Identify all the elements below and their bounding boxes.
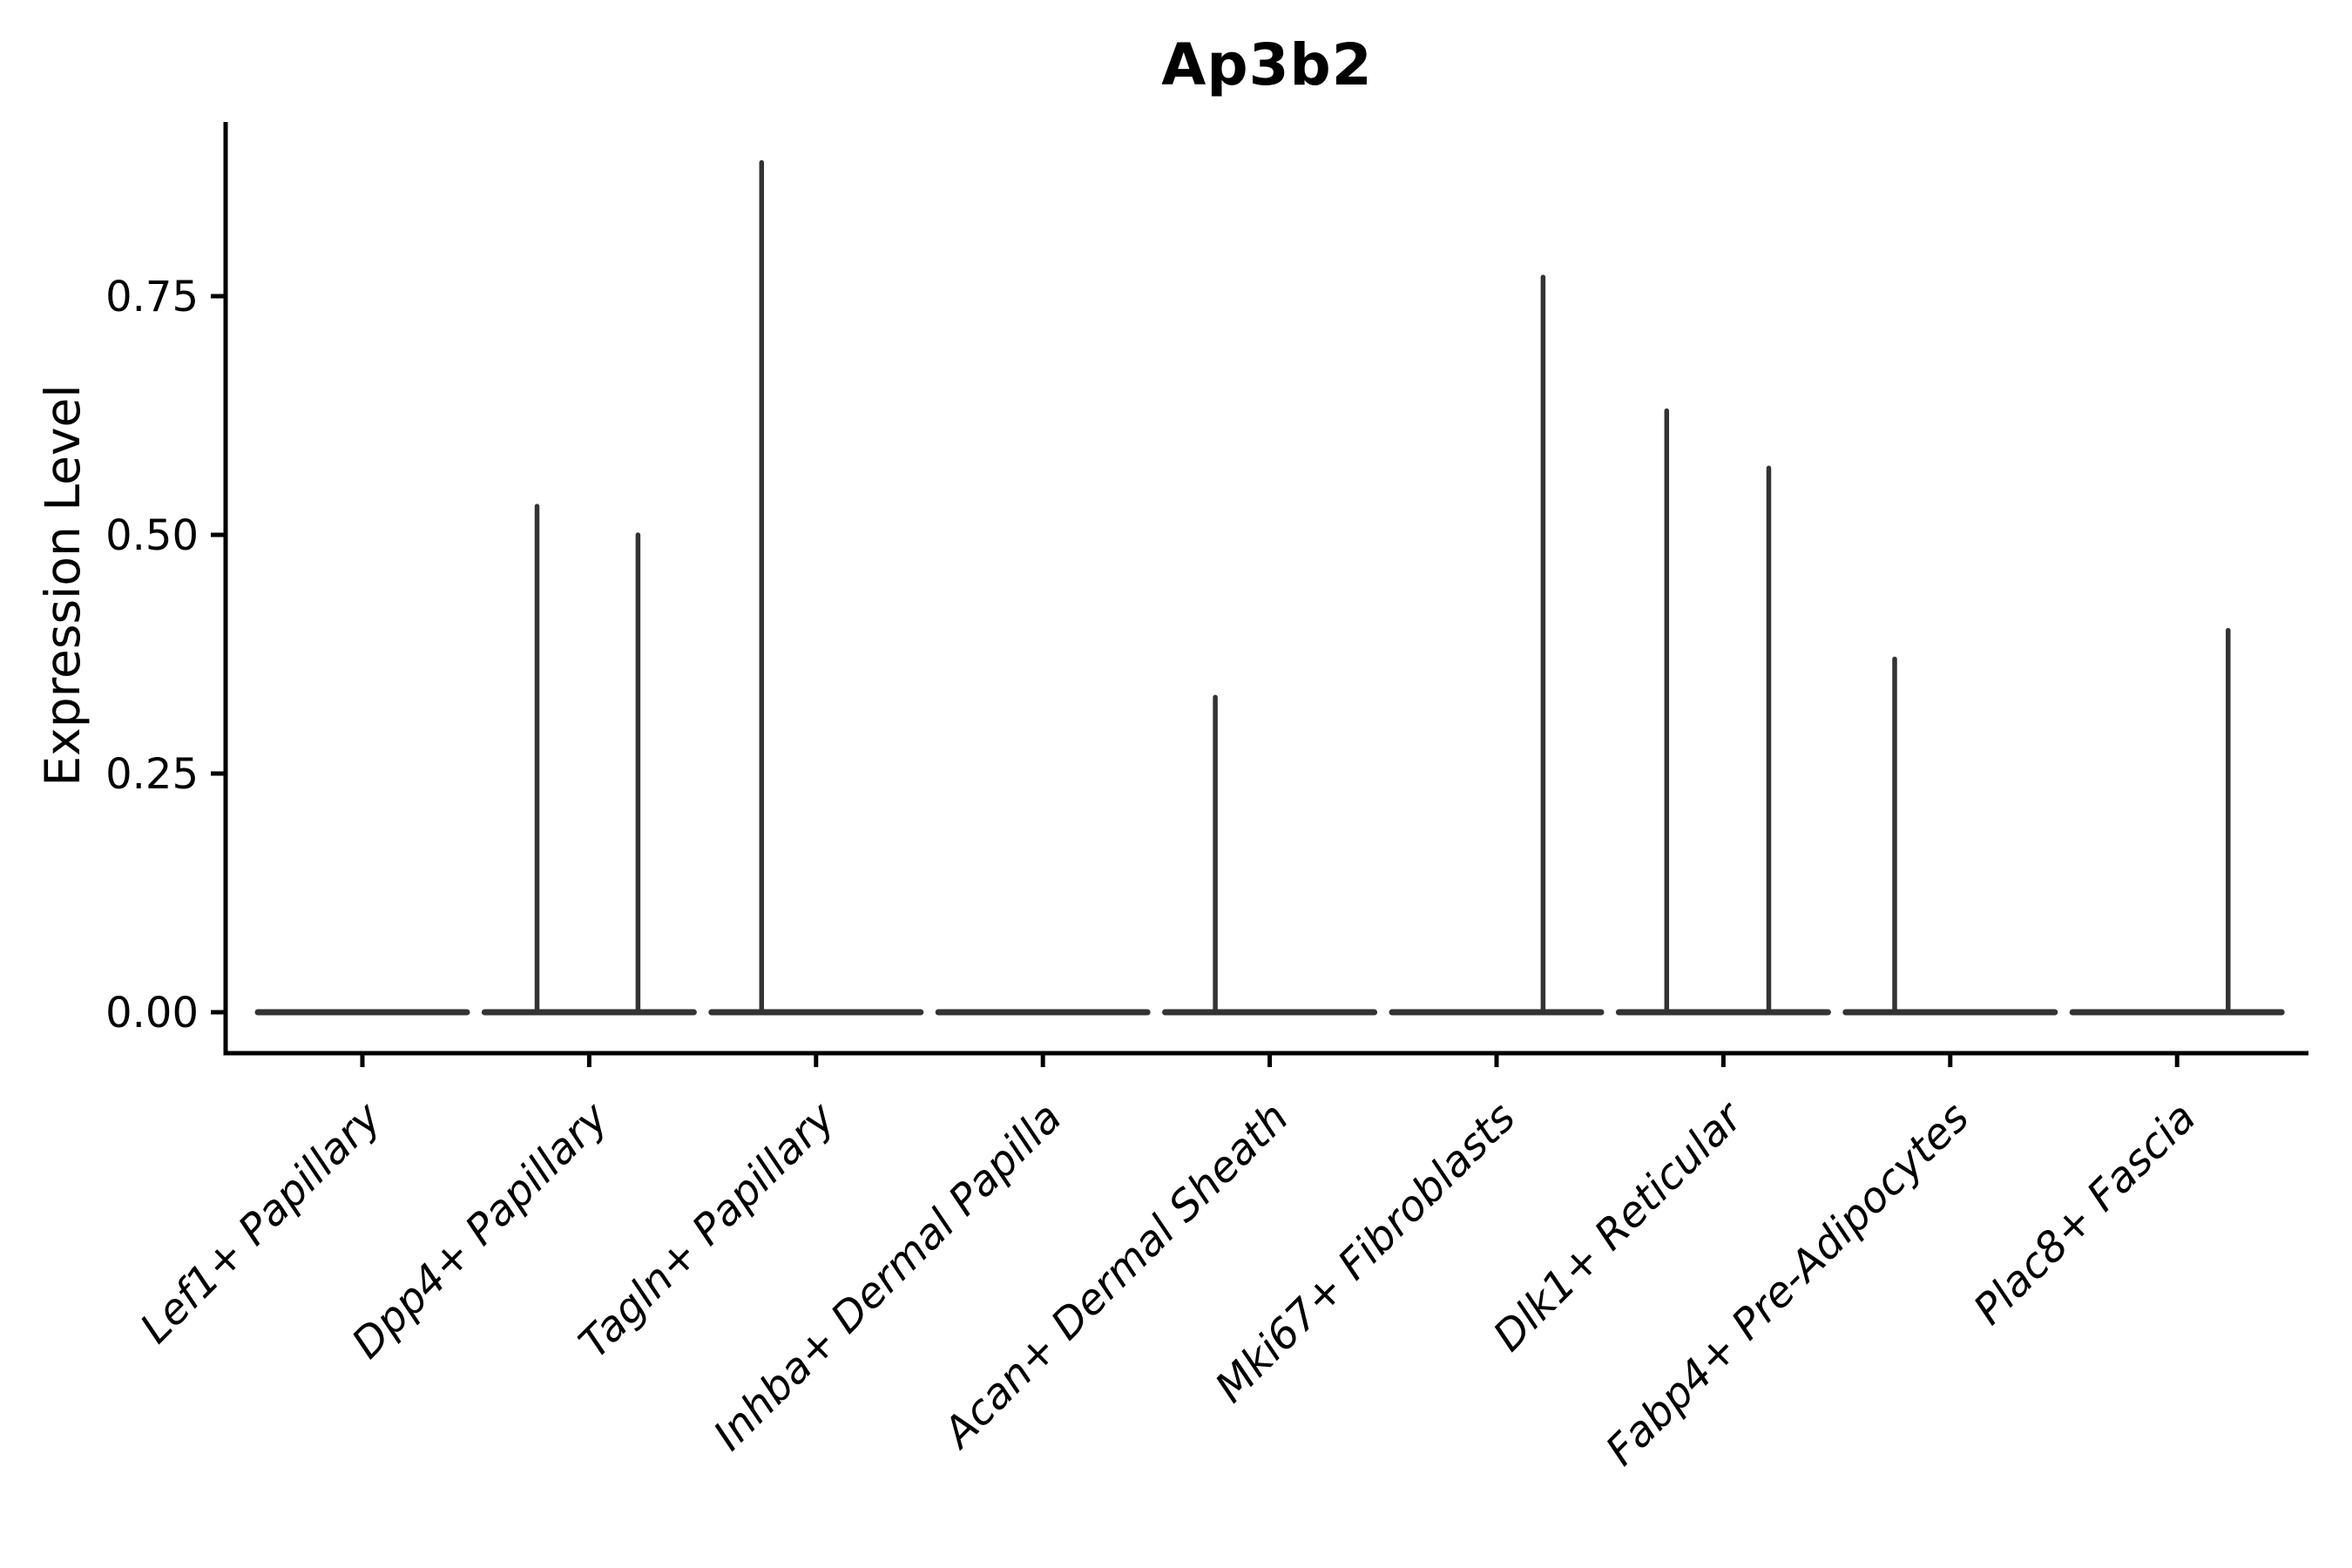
x-tick-label: Fabp4+ Pre-Adipocytes (1597, 1093, 1979, 1476)
x-tick-label: Dlk1+ Reticular (1484, 1092, 1754, 1362)
x-tick-label: Lef1+ Papillary (131, 1092, 391, 1353)
chart-title: Ap3b2 (1161, 31, 1373, 98)
y-tick-label: 0.25 (105, 750, 199, 799)
x-tick-label: Plac8+ Fascia (1964, 1093, 2206, 1335)
y-tick-label: 0.50 (105, 511, 199, 560)
y-tick-label: 0.00 (105, 989, 199, 1037)
y-tick-label: 0.75 (105, 273, 199, 321)
